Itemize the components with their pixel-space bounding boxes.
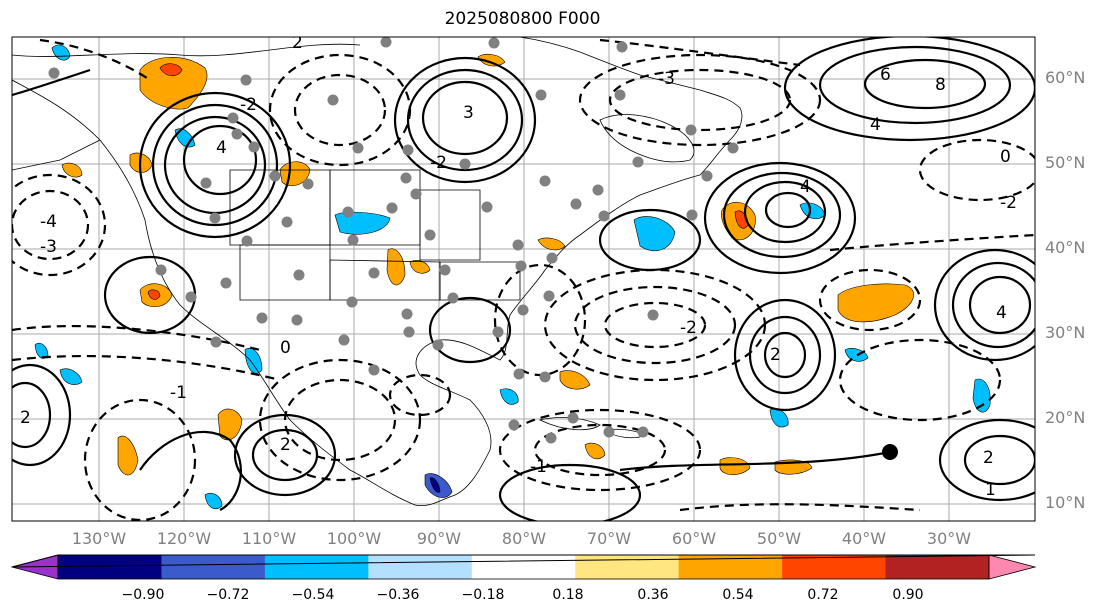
svg-text:-2: -2 xyxy=(680,318,697,338)
svg-text:1: 1 xyxy=(985,480,996,500)
lon-label: 40°W xyxy=(841,529,887,548)
lon-label: 80°W xyxy=(501,529,547,548)
svg-text:2: 2 xyxy=(983,448,994,468)
svg-text:4: 4 xyxy=(216,138,227,158)
svg-text:2: 2 xyxy=(292,33,303,53)
colorbar-tick: 0.54 xyxy=(722,587,754,603)
colorbar-tick: −0.72 xyxy=(206,587,250,603)
lon-label: 130°W xyxy=(71,529,127,548)
svg-text:2: 2 xyxy=(280,435,291,455)
lon-label: 30°W xyxy=(926,529,972,548)
svg-text:-3: -3 xyxy=(40,237,57,257)
lon-label: 90°W xyxy=(416,529,462,548)
svg-text:8: 8 xyxy=(935,75,946,95)
svg-text:-1: -1 xyxy=(170,383,187,403)
colorbar-tick: −0.54 xyxy=(291,587,335,603)
colorbar-cell xyxy=(885,555,990,579)
svg-text:2: 2 xyxy=(770,345,781,365)
lat-label: 30°N xyxy=(1045,323,1086,342)
station-dots xyxy=(48,37,739,444)
lon-label: 110°W xyxy=(241,529,297,548)
lat-label: 40°N xyxy=(1045,238,1086,257)
svg-text:-3: -3 xyxy=(658,69,675,89)
colorbar-cell xyxy=(368,555,473,579)
lon-label: 70°W xyxy=(586,529,632,548)
lat-label: 50°N xyxy=(1045,153,1086,172)
svg-text:6: 6 xyxy=(880,65,891,85)
lat-label: 10°N xyxy=(1045,493,1086,512)
colorbar-tick: 0.72 xyxy=(807,587,839,603)
colorbar-cells xyxy=(10,554,1037,580)
svg-text:4: 4 xyxy=(800,177,811,197)
dashed-contours xyxy=(12,38,1035,521)
contour-labels: 3 -3 6 8 4 4 -4 -3 2 2 -2 4 4 2 0 -2 0 -… xyxy=(20,33,1017,500)
colorbar-cell xyxy=(782,555,887,579)
map-frame xyxy=(11,36,1036,522)
svg-text:4: 4 xyxy=(996,303,1007,323)
colorbar-tick: 0.36 xyxy=(637,587,669,603)
colorbar-cell xyxy=(58,555,162,579)
black-marker-dot xyxy=(882,444,898,460)
lat-label: 20°N xyxy=(1045,408,1086,427)
svg-text:-1: -1 xyxy=(530,457,547,477)
colorbar-cell xyxy=(575,555,680,579)
svg-text:4: 4 xyxy=(870,115,881,135)
svg-text:3: 3 xyxy=(463,103,474,123)
coastlines xyxy=(12,37,743,507)
lon-label: 60°W xyxy=(671,529,717,548)
colorbar-cell xyxy=(161,555,266,579)
colorbar-extend-high xyxy=(988,554,1037,580)
svg-text:-4: -4 xyxy=(40,212,57,232)
solid-contours xyxy=(12,37,1035,521)
lat-label: 60°N xyxy=(1045,68,1086,87)
colorbar-cell xyxy=(471,555,576,579)
svg-text:-2: -2 xyxy=(240,95,257,115)
svg-text:-2: -2 xyxy=(430,153,447,173)
lon-label: 50°W xyxy=(756,529,802,548)
svg-text:2: 2 xyxy=(20,408,31,428)
colorbar-tick: −0.36 xyxy=(376,587,420,603)
svg-text:-2: -2 xyxy=(1000,193,1017,213)
lon-label: 120°W xyxy=(156,529,212,548)
lon-label: 100°W xyxy=(326,529,382,548)
colorbar-tick: 0.18 xyxy=(552,587,584,603)
svg-text:0: 0 xyxy=(280,338,291,358)
colorbar-cell xyxy=(264,555,369,579)
colorbar-tick: 0.90 xyxy=(892,587,924,603)
map-title: 2025080800 F000 xyxy=(444,9,601,29)
colorbar-tick: −0.90 xyxy=(121,587,165,603)
svg-text:0: 0 xyxy=(1000,147,1011,167)
colorbar-tick: −0.18 xyxy=(461,587,505,603)
